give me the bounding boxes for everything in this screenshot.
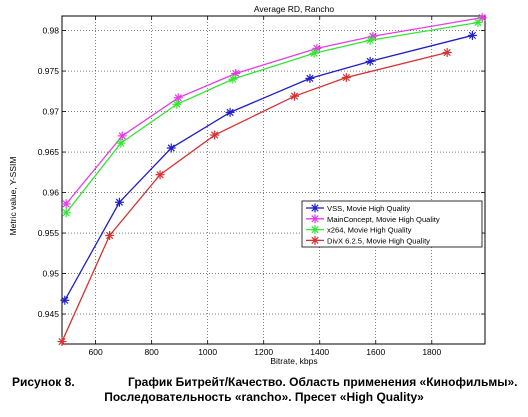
- legend-entry: MainConcept, Movie High Quality: [306, 214, 440, 224]
- grid: [62, 16, 485, 344]
- legend-label: DivX 6.2.5, Movie High Quality: [327, 236, 430, 245]
- data-point: [61, 199, 71, 209]
- data-point: [173, 93, 183, 103]
- legend-entry: VSS, Movie High Quality: [306, 203, 410, 213]
- data-point: [442, 47, 452, 57]
- legend-label: MainConcept, Movie High Quality: [327, 215, 440, 224]
- data-point: [228, 74, 238, 84]
- y-tick-label: 0.95: [42, 269, 59, 279]
- data-point: [210, 130, 220, 140]
- data-point: [309, 48, 319, 58]
- legend-box: [301, 200, 483, 248]
- x-tick-label: 1800: [422, 347, 441, 357]
- caption-line-1: График Битрейт/Качество. Область примене…: [128, 375, 518, 389]
- legend-marker: [310, 235, 320, 245]
- data-point: [290, 91, 300, 101]
- data-point: [155, 170, 165, 180]
- chart-title: Average RD, Rancho: [254, 4, 334, 14]
- legend-marker: [310, 203, 320, 213]
- x-axis-label: Bitrate, kbps: [270, 356, 317, 366]
- legend-label: x264, Movie High Quality: [327, 226, 412, 235]
- data-point: [166, 143, 176, 153]
- data-point: [117, 131, 127, 141]
- y-tick-label: 0.965: [38, 147, 60, 157]
- legend-entry: DivX 6.2.5, Movie High Quality: [306, 235, 430, 245]
- x-tick-label: 1000: [198, 347, 217, 357]
- series-0: [60, 30, 477, 305]
- y-axis-label: Metric value, Y-SSIM: [8, 157, 18, 236]
- data-point: [341, 73, 351, 83]
- data-point: [473, 17, 483, 27]
- legend-marker: [310, 225, 320, 235]
- y-tick-label: 0.975: [38, 66, 60, 76]
- legend-marker: [310, 214, 320, 224]
- data-point: [114, 197, 124, 207]
- y-tick-label: 0.96: [42, 188, 59, 198]
- data-point: [60, 295, 70, 305]
- data-point: [467, 30, 477, 40]
- legend-label: VSS, Movie High Quality: [327, 204, 410, 213]
- y-tick-label: 0.955: [38, 228, 60, 238]
- legend: VSS, Movie High Quality MainConcept, Movi…: [301, 200, 483, 248]
- data-point: [116, 138, 126, 148]
- x-tick-label: 1400: [310, 347, 329, 357]
- x-tick-label: 600: [89, 347, 103, 357]
- axis-ticks: 600 800 1000 1200 1400 1600 1800 0.945 0.95 0.955…: [38, 16, 485, 357]
- series-3: [57, 47, 452, 347]
- x-tick-label: 1200: [254, 347, 273, 357]
- y-tick-label: 0.945: [38, 309, 60, 319]
- y-tick-label: 0.98: [42, 26, 59, 36]
- plot-area: [61, 15, 486, 345]
- data-point: [57, 337, 67, 347]
- data-point: [365, 35, 375, 45]
- rd-chart: 600 800 1000 1200 1400 1600 1800 0.945 0.95 0.955…: [8, 4, 487, 366]
- data-point: [172, 99, 182, 109]
- series-2: [61, 17, 483, 218]
- caption-line-2: Последовательность «rancho». Пресет «Hig…: [104, 390, 424, 404]
- x-tick-label: 800: [145, 347, 159, 357]
- data-point: [61, 208, 71, 218]
- data-point: [305, 73, 315, 83]
- data-point: [312, 43, 322, 53]
- y-tick-label: 0.97: [42, 107, 59, 117]
- caption-label: Рисунок 8.: [12, 375, 75, 389]
- series-layer: [57, 13, 487, 347]
- data-point: [105, 230, 115, 240]
- data-point: [365, 56, 375, 66]
- legend-entry: x264, Movie High Quality: [306, 225, 412, 235]
- data-point: [225, 107, 235, 117]
- x-tick-label: 1600: [366, 347, 385, 357]
